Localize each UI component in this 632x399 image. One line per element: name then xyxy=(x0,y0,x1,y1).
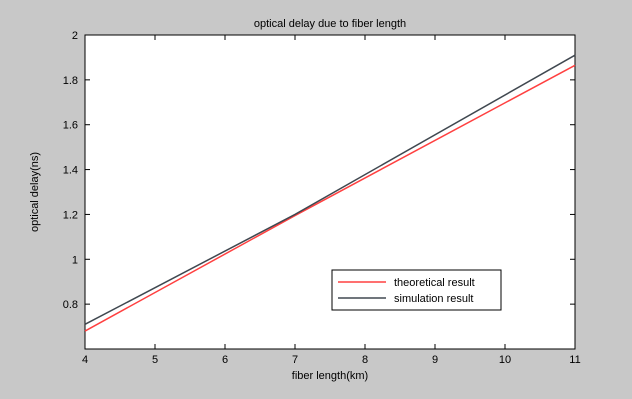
x-tick-label: 4 xyxy=(82,354,88,366)
x-tick-label: 10 xyxy=(499,354,511,366)
y-tick-label: 1.4 xyxy=(63,165,78,177)
series-line-theoretical xyxy=(84,64,576,332)
series-line-simulation xyxy=(84,54,576,325)
y-tick-label: 1.2 xyxy=(63,209,78,221)
series-lines xyxy=(84,54,576,332)
x-axis-label: fiber length(km) xyxy=(292,370,368,382)
x-tick-label: 5 xyxy=(152,354,158,366)
legend-label-theoretical: theoretical result xyxy=(394,277,475,289)
y-tick-label: 1.6 xyxy=(63,120,78,132)
x-tick-label: 8 xyxy=(362,354,368,366)
x-tick-label: 7 xyxy=(292,354,298,366)
y-tick-label: 1 xyxy=(72,254,78,266)
legend-label-simulation: simulation result xyxy=(394,293,473,305)
axis-ticks: 4 5 6 7 8 9 10 11 0.8 1 1.2 1.4 1.6 1.8 2 xyxy=(63,30,581,366)
chart-title: optical delay due to fiber length xyxy=(254,18,406,30)
x-tick-label: 11 xyxy=(569,354,580,366)
y-axis-label: optical delay(ns) xyxy=(29,152,41,232)
y-tick-label: 2 xyxy=(72,30,78,42)
y-tick-label: 0.8 xyxy=(63,299,78,311)
x-tick-label: 9 xyxy=(432,354,438,366)
x-tick-label: 6 xyxy=(222,354,228,366)
legend: theoretical result simulation result xyxy=(331,269,502,311)
y-tick-label: 1.8 xyxy=(63,75,78,87)
legend-box xyxy=(331,269,502,311)
